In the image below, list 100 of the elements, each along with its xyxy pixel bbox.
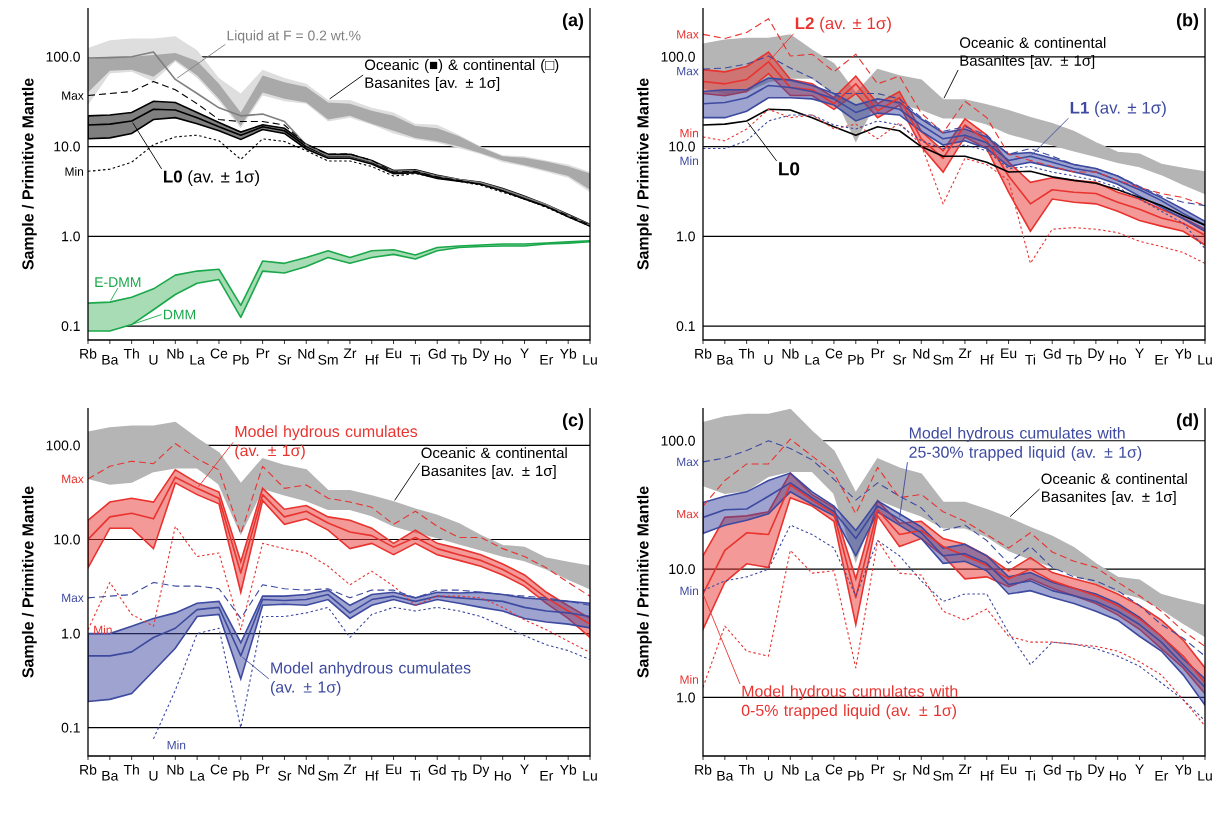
x-tick-label: Hf — [365, 770, 379, 781]
annotation: Model hydrous cumulates with 0-5% trapped liquid (av. ± 1σ) — [741, 685, 958, 720]
x-tick-label: Ba — [717, 770, 734, 781]
x-tick-label: Th — [123, 348, 139, 359]
x-tick-label: Sr — [278, 354, 292, 365]
y-tick-label: 0.1 — [676, 321, 695, 332]
x-tick-label: Ce — [210, 764, 228, 775]
annotation: Model hydrous cumulates (av. ± 1σ) — [235, 425, 418, 460]
x-tick-label: Gd — [428, 348, 446, 359]
x-tick-label: Th — [738, 764, 754, 775]
x-tick-label: U — [149, 770, 158, 781]
x-tick-label: U — [764, 354, 773, 365]
annotation: Model hydrous cumulates with 25-30% trapped liquid (av. ± 1σ) — [909, 426, 1142, 461]
x-tick-label: Zr — [958, 348, 972, 359]
annotation: Oceanic & continental Basanites [av. ± 1σ] — [1041, 473, 1187, 505]
x-tick-label: Ho — [494, 354, 512, 365]
x-tick-label: La — [805, 770, 820, 781]
x-tick-label: Lu — [583, 354, 597, 365]
x-tick-label: Ba — [717, 354, 734, 365]
annotation: L2 (av. ± 1σ) — [795, 16, 891, 33]
x-tick-label: Lu — [1198, 354, 1212, 365]
x-tick-label: Nd — [298, 764, 315, 775]
x-tick-label: Lu — [583, 770, 597, 781]
annotation: Max — [62, 91, 84, 100]
x-tick-label: La — [805, 354, 820, 365]
annotation: Max — [677, 66, 699, 76]
x-tick-label: Pr — [256, 348, 270, 359]
annotation: Oceanic & continental Basanites [av. ± 1σ] — [960, 36, 1106, 69]
y-tick-label: 100.0 — [46, 51, 80, 62]
y-axis-title: Sample / Primitive Mantle — [636, 486, 652, 678]
annotation: Max — [62, 593, 84, 602]
x-tick-label: Tb — [451, 770, 467, 781]
x-tick-label: Tb — [1066, 354, 1082, 365]
y-axis-title: Sample / Primitive Mantle — [21, 78, 37, 270]
x-tick-label: Pb — [848, 354, 864, 365]
x-tick-label: Rb — [80, 348, 97, 359]
x-tick-label: Nb — [782, 764, 799, 775]
y-tick-label: 1.0 — [62, 628, 80, 639]
x-tick-label: Zr — [343, 348, 357, 359]
x-tick-label: Tb — [451, 354, 467, 365]
x-tick-label: Sr — [893, 770, 907, 781]
x-tick-label: Ti — [410, 770, 421, 781]
y-tick-label: 1.0 — [677, 231, 695, 242]
y-tick-label: 10.0 — [54, 141, 80, 152]
x-tick-label: Pb — [233, 354, 249, 365]
x-tick-label: La — [190, 770, 205, 781]
x-tick-label: Yb — [1174, 348, 1192, 359]
chart-title: (b) — [1176, 13, 1199, 30]
x-tick-label: Yb — [559, 764, 577, 775]
x-tick-label: Sm — [933, 354, 953, 365]
x-tick-label: Er — [1155, 354, 1169, 365]
annotation: Max — [677, 30, 699, 39]
x-tick-label: Rb — [695, 348, 712, 359]
x-tick-label: Gd — [1043, 764, 1061, 775]
x-tick-label: Dy — [1088, 764, 1105, 777]
y-tick-label: 100.0 — [661, 435, 695, 446]
annotation: L0 — [779, 162, 800, 176]
x-tick-label: Ho — [1109, 354, 1127, 365]
annotation: Liquid at F = 0.2 wt.% — [227, 30, 361, 44]
y-axis-title: Sample / Primitive Mantle — [636, 78, 652, 270]
x-tick-label: Nb — [782, 348, 799, 359]
x-tick-label: Ba — [102, 770, 119, 781]
y-tick-label: 1.0 — [62, 231, 80, 242]
chart-title: (a) — [562, 13, 584, 30]
y-tick-label: 0.1 — [61, 722, 80, 733]
x-tick-label: Th — [123, 764, 139, 775]
x-tick-label: Dy — [1088, 348, 1105, 361]
annotation: L1 (av. ± 1σ) — [1070, 101, 1166, 118]
x-tick-label: Eu — [1001, 348, 1017, 359]
x-tick-label: Ce — [210, 348, 228, 359]
x-tick-label: Hf — [980, 770, 994, 781]
x-tick-label: Nb — [167, 764, 184, 775]
x-tick-label: Lu — [1198, 770, 1212, 781]
x-tick-label: Y — [1135, 764, 1144, 775]
y-tick-label: 10.0 — [669, 564, 695, 575]
annotation: Min — [680, 586, 699, 595]
x-tick-label: U — [764, 770, 773, 781]
x-tick-label: Sm — [933, 770, 953, 781]
x-tick-label: Nd — [298, 348, 315, 359]
x-tick-label: Nd — [913, 764, 930, 775]
x-tick-label: Nb — [167, 348, 184, 359]
x-tick-label: Y — [520, 348, 529, 359]
x-tick-label: Ba — [102, 354, 119, 365]
x-tick-label: Ce — [825, 764, 843, 775]
x-tick-label: Ti — [1025, 770, 1036, 781]
x-tick-label: U — [149, 354, 158, 365]
annotation: Max — [677, 509, 699, 519]
chart-title: (d) — [1176, 413, 1199, 430]
x-tick-label: Y — [1135, 348, 1144, 359]
y-tick-label: 100.0 — [661, 51, 695, 62]
x-tick-label: Hf — [980, 354, 994, 365]
x-tick-label: Zr — [343, 764, 357, 775]
annotation: Oceanic (■) & continental (□) Basanites [av. ± 1σ] — [364, 59, 559, 91]
x-tick-label: Pb — [233, 770, 249, 781]
annotation: Min — [680, 128, 699, 138]
x-tick-label: Dy — [473, 764, 490, 777]
x-tick-label: Eu — [386, 348, 402, 359]
x-tick-label: Gd — [1043, 348, 1061, 359]
x-tick-label: Nd — [913, 348, 930, 359]
annotation: Min — [167, 740, 186, 750]
